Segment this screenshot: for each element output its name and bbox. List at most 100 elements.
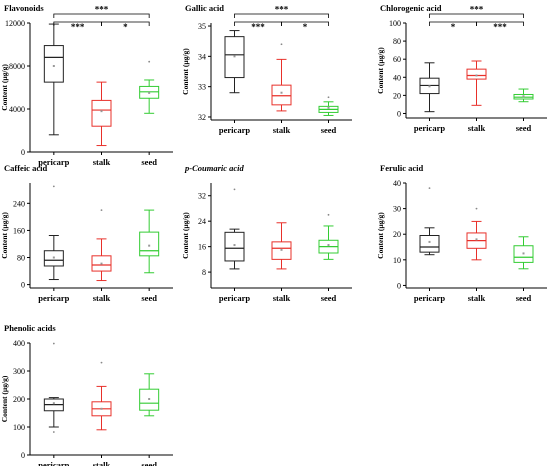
x-tick-label-pericarp: pericarp xyxy=(38,460,69,466)
y-tick-label: 100 xyxy=(389,19,401,28)
box-pericarp xyxy=(43,185,64,281)
panel-title: Chlorogenic acid xyxy=(380,3,442,13)
x-tick-label-stalk: stalk xyxy=(93,460,111,466)
outlier-point xyxy=(280,43,283,46)
box-seed xyxy=(513,88,534,103)
mean-marker xyxy=(428,85,431,88)
outlier-point xyxy=(52,185,55,188)
y-tick-label: 8000 xyxy=(9,62,25,71)
box-stalk xyxy=(271,222,292,270)
box-seed xyxy=(139,373,160,417)
mean-marker xyxy=(148,398,151,400)
outlier-point xyxy=(100,361,103,364)
x-tick-label-seed: seed xyxy=(516,123,532,133)
x-tick-label-pericarp: pericarp xyxy=(414,123,445,133)
box-stalk xyxy=(91,81,112,147)
significance-bracket: *** xyxy=(234,21,282,32)
y-tick-label: 300 xyxy=(13,367,25,376)
x-tick-label-stalk: stalk xyxy=(273,125,291,135)
y-axis-label: Content (µg/g) xyxy=(181,48,190,95)
mean-marker xyxy=(327,244,330,247)
y-axis-label: Content (µg/g) xyxy=(0,212,9,259)
mean-marker xyxy=(52,256,55,259)
y-tick-label: 200 xyxy=(13,395,25,404)
mean-marker xyxy=(280,248,283,251)
y-tick-label: 33 xyxy=(198,83,206,92)
bracket-line xyxy=(429,13,524,18)
significance-label: *** xyxy=(493,22,507,32)
box-seed xyxy=(513,236,534,270)
mean-marker xyxy=(233,55,236,58)
box-pericarp xyxy=(419,187,440,256)
mean-marker xyxy=(327,106,330,109)
box-stalk xyxy=(271,43,292,112)
outlier-point xyxy=(327,96,330,99)
y-tick-label: 32 xyxy=(198,192,206,201)
significance-bracket: * xyxy=(429,21,477,32)
mean-marker xyxy=(52,402,55,405)
box-iqr xyxy=(139,231,160,257)
box-iqr xyxy=(419,235,440,253)
panel-1: Gallic acid 32 33 34 35 Content (µg/g) pericar… xyxy=(181,3,352,135)
y-axis-label: Content (µg/g) xyxy=(0,375,9,422)
box-iqr xyxy=(43,45,64,83)
y-tick-label: 12000 xyxy=(5,19,25,28)
mean-marker xyxy=(148,244,151,247)
x-tick-label-pericarp: pericarp xyxy=(414,293,445,303)
y-tick-label: 20 xyxy=(393,91,401,100)
y-tick-label: 40 xyxy=(393,179,401,188)
box-seed xyxy=(318,213,339,260)
x-tick-label-pericarp: pericarp xyxy=(219,125,250,135)
box-seed xyxy=(139,60,160,114)
y-tick-label: 20 xyxy=(393,230,401,239)
x-tick-label-seed: seed xyxy=(141,293,157,303)
y-axis-label: Content (µg/g) xyxy=(376,47,385,94)
significance-bracket: *** xyxy=(53,5,150,18)
box-pericarp xyxy=(419,62,440,113)
significance-bracket: *** xyxy=(429,5,524,18)
y-tick-label: 0 xyxy=(21,281,25,290)
x-tick-label-seed: seed xyxy=(141,460,157,466)
y-tick-label: 0 xyxy=(21,148,25,157)
significance-label: *** xyxy=(251,22,265,32)
box-stalk xyxy=(91,361,112,431)
significance-bracket: *** xyxy=(234,5,329,18)
panel-4: p-Coumaric acid 8 16 24 32 Content (µg/g) peri… xyxy=(181,163,352,303)
y-tick-label: 34 xyxy=(198,52,206,61)
y-tick-label: 80 xyxy=(17,254,25,263)
x-tick-label-stalk: stalk xyxy=(273,293,291,303)
y-tick-label: 100 xyxy=(13,423,25,432)
y-tick-label: 400 xyxy=(13,339,25,348)
outlier-point xyxy=(428,187,431,190)
y-tick-label: 32 xyxy=(198,113,206,122)
significance-label: *** xyxy=(71,22,85,32)
significance-label: *** xyxy=(470,5,484,15)
mean-marker xyxy=(52,65,55,67)
box-pericarp xyxy=(43,342,64,433)
panel-title: p-Coumaric acid xyxy=(184,163,245,173)
mean-marker xyxy=(475,74,478,77)
x-tick-label-stalk: stalk xyxy=(93,157,111,167)
significance-label: * xyxy=(303,22,308,32)
significance-label: * xyxy=(451,22,456,32)
mean-marker xyxy=(522,252,525,255)
x-tick-label-pericarp: pericarp xyxy=(38,293,69,303)
bracket-line xyxy=(53,13,150,18)
x-tick-label-pericarp: pericarp xyxy=(219,293,250,303)
y-tick-label: 80 xyxy=(393,37,401,46)
x-tick-label-stalk: stalk xyxy=(93,293,111,303)
box-pericarp xyxy=(43,23,64,136)
outlier-point xyxy=(233,188,236,191)
y-tick-label: 0 xyxy=(397,109,401,118)
panel-2: Chlorogenic acid 0 20 40 60 80 100 Content (µg/… xyxy=(376,3,547,133)
panel-6: Phenolic acids 0 100 200 300 400 Content (µg/g… xyxy=(0,323,173,466)
box-iqr xyxy=(91,99,112,127)
panel-5: Ferulic acid 0 10 20 30 40 Content (µg/g) peric… xyxy=(376,163,547,303)
box-seed xyxy=(318,96,339,116)
bracket-line xyxy=(476,21,524,26)
x-tick-label-seed: seed xyxy=(141,157,157,167)
y-tick-label: 16 xyxy=(198,243,206,252)
significance-bracket: *** xyxy=(53,21,102,32)
box-pericarp xyxy=(224,188,245,270)
y-axis-label: Content (µg/g) xyxy=(0,64,9,111)
